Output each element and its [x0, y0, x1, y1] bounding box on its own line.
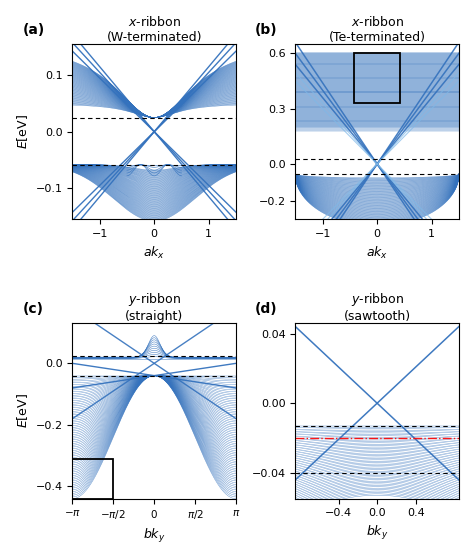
Title: $x$-ribbon
(Te-terminated): $x$-ribbon (Te-terminated)	[328, 15, 426, 44]
X-axis label: $ak_x$: $ak_x$	[366, 245, 388, 261]
Title: $y$-ribbon
(sawtooth): $y$-ribbon (sawtooth)	[344, 291, 410, 323]
X-axis label: $bk_y$: $bk_y$	[366, 524, 388, 542]
Bar	[73, 459, 113, 499]
Y-axis label: $E$[eV]: $E$[eV]	[15, 394, 30, 428]
X-axis label: $ak_x$: $ak_x$	[143, 245, 165, 261]
Text: (a): (a)	[23, 23, 46, 37]
Title: $x$-ribbon
(W-terminated): $x$-ribbon (W-terminated)	[107, 15, 202, 44]
Text: (c): (c)	[23, 302, 44, 316]
Text: (b): (b)	[255, 23, 277, 37]
Y-axis label: $E$[eV]: $E$[eV]	[15, 114, 30, 149]
Text: (d): (d)	[255, 302, 277, 316]
Title: $y$-ribbon
(straight): $y$-ribbon (straight)	[125, 291, 183, 323]
X-axis label: $bk_y$: $bk_y$	[143, 527, 165, 545]
Bar	[354, 53, 400, 103]
